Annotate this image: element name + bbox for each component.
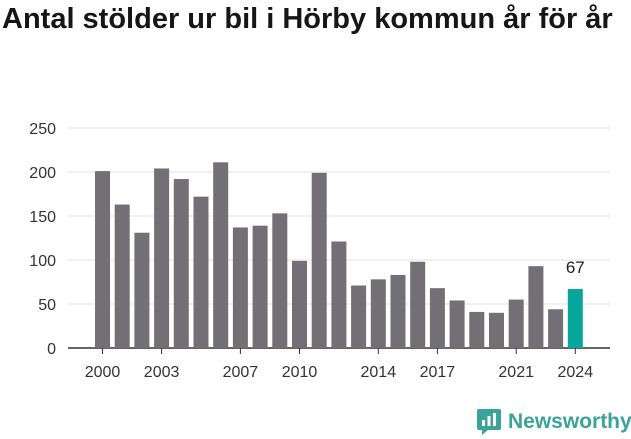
y-tick-label: 50 xyxy=(38,297,56,314)
newsworthy-logo-icon xyxy=(477,409,501,435)
x-tick-label: 2017 xyxy=(420,364,456,381)
bars xyxy=(95,162,583,348)
bar-2017 xyxy=(429,288,445,348)
bar-2006 xyxy=(213,162,229,348)
bar-2021 xyxy=(508,299,524,348)
x-tick-label: 2014 xyxy=(361,364,397,381)
bar-2013 xyxy=(351,285,367,348)
y-tick-label: 0 xyxy=(47,341,56,358)
x-tick-label: 2000 xyxy=(85,364,121,381)
newsworthy-brand: Newsworthy xyxy=(476,406,631,438)
x-tick-label: 2003 xyxy=(144,364,180,381)
bar-2022 xyxy=(528,266,544,348)
x-axis-ticks xyxy=(102,348,576,354)
bar-2003 xyxy=(154,168,170,348)
bar-2000 xyxy=(95,171,110,348)
bar-2010 xyxy=(292,260,307,348)
x-tick-label: 2010 xyxy=(282,364,318,381)
data-label-2024: 67 xyxy=(566,258,585,277)
data-labels: 67 xyxy=(566,258,585,277)
brand-name: Newsworthy xyxy=(508,410,631,433)
bar-chart: 0 50 100 150 200 250 2000 2003 2007 2010 2014 2017… xyxy=(29,121,610,381)
bar-2015 xyxy=(390,274,406,348)
bar-2005 xyxy=(193,196,209,348)
bar-2020 xyxy=(489,312,504,348)
x-tick-label: 2007 xyxy=(223,364,259,381)
bar-2023 xyxy=(548,309,564,348)
bar-2014 xyxy=(370,279,386,348)
bar-2018 xyxy=(449,300,465,348)
x-tick-label: 2021 xyxy=(498,364,534,381)
y-axis-labels: 0 50 100 150 200 250 xyxy=(29,121,56,358)
x-tick-label: 2024 xyxy=(558,364,594,381)
y-tick-label: 200 xyxy=(29,165,56,182)
bar-2019 xyxy=(469,311,485,348)
x-axis-labels: 2000 2003 2007 2010 2014 2017 2021 2024 xyxy=(85,364,593,381)
chart-title: Antal stölder ur bil i Hörby kommun år f… xyxy=(2,3,613,35)
bar-2007 xyxy=(232,227,248,348)
bar-2009 xyxy=(272,213,288,348)
y-tick-label: 250 xyxy=(29,121,56,138)
bar-2008 xyxy=(252,225,268,348)
bar-2012 xyxy=(331,241,347,348)
bar-2016 xyxy=(410,261,426,348)
bar-2002 xyxy=(134,232,150,348)
bar-2024 xyxy=(567,289,583,348)
bar-2001 xyxy=(114,204,130,348)
bar-2011 xyxy=(311,172,327,348)
y-tick-label: 150 xyxy=(29,209,56,226)
y-tick-label: 100 xyxy=(29,253,56,270)
bar-2004 xyxy=(173,179,189,348)
